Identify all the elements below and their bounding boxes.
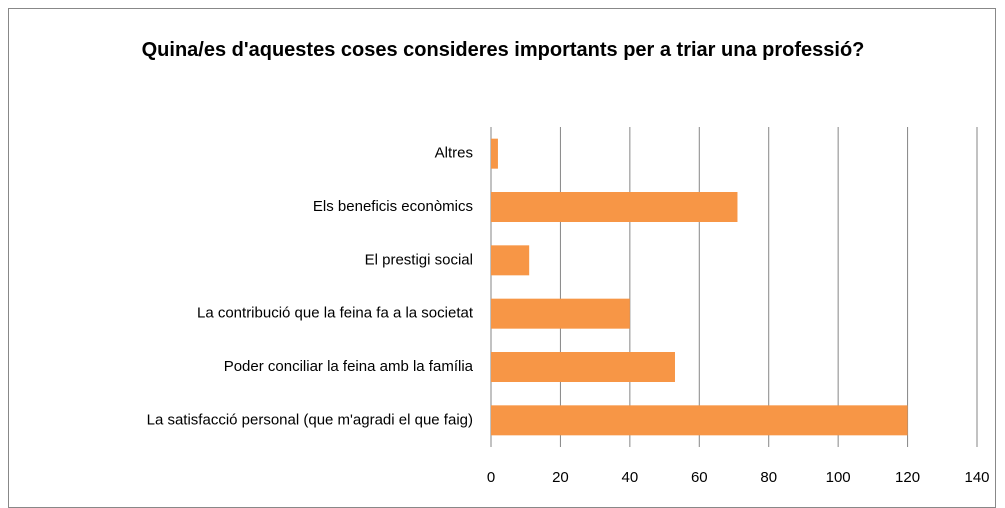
x-tick-label: 140 — [964, 469, 989, 486]
bar — [491, 405, 908, 436]
y-tick-label: Altres — [435, 145, 473, 162]
y-tick-label: El prestigi social — [365, 251, 473, 268]
bar — [491, 352, 675, 382]
x-tick-label: 80 — [760, 469, 777, 486]
chart-title: Quina/es d'aquestes coses consideres imp… — [141, 39, 865, 61]
y-tick-label: La contribució que la feina fa a la soci… — [197, 305, 474, 322]
bar — [491, 245, 530, 276]
x-tick-label: 0 — [487, 469, 495, 486]
y-tick-label: Poder conciliar la feina amb la família — [224, 358, 474, 375]
x-tick-label: 100 — [826, 469, 851, 486]
bar — [491, 138, 498, 169]
bar — [491, 192, 738, 222]
x-tick-label: 60 — [691, 469, 708, 486]
y-tick-label: Els beneficis econòmics — [313, 198, 473, 215]
x-tick-label: 120 — [895, 469, 920, 486]
y-tick-label: La satisfacció personal (que m'agradi el… — [147, 411, 473, 428]
x-tick-label: 40 — [622, 469, 639, 486]
x-tick-label: 20 — [552, 469, 569, 486]
bar — [491, 298, 630, 329]
